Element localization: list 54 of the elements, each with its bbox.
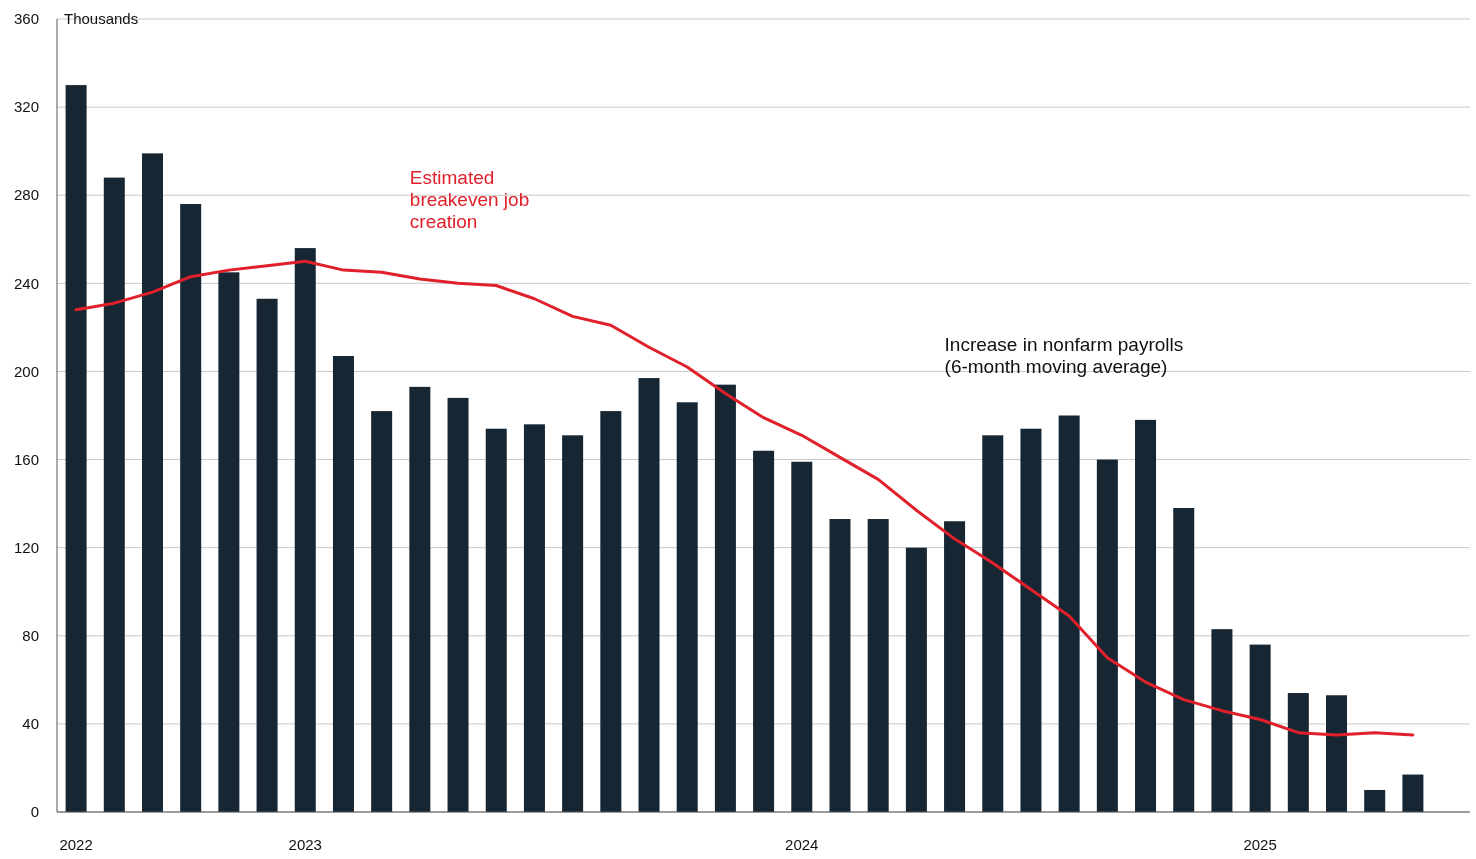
bar <box>294 248 316 812</box>
bar <box>523 424 545 812</box>
x-tick-label: 2022 <box>59 836 93 853</box>
x-tick-label: 2023 <box>288 836 322 853</box>
bar <box>944 521 966 812</box>
bar <box>65 85 87 812</box>
text: Estimated breakeven job creation <box>409 166 530 232</box>
y-tick-label: 360 <box>13 10 39 28</box>
x-tick-label: 2024 <box>785 836 819 853</box>
bar <box>256 298 278 812</box>
x-tick-label: 2025 <box>1243 836 1277 853</box>
bar <box>1135 419 1157 812</box>
bar <box>180 204 202 812</box>
y-tick-label: 0 <box>30 803 39 821</box>
bar <box>485 428 507 812</box>
y-tick-label: 320 <box>13 98 39 116</box>
bar <box>753 450 775 812</box>
y-tick-label: 200 <box>13 362 39 380</box>
bar <box>1402 774 1424 812</box>
bar <box>141 153 163 812</box>
bar <box>409 386 431 812</box>
bar <box>1058 415 1080 812</box>
bar <box>791 461 813 812</box>
bar <box>905 547 927 812</box>
y-tick-label: 160 <box>13 450 39 468</box>
y-axis-title: Thousands <box>64 10 139 28</box>
bar <box>867 519 889 812</box>
bar <box>638 378 660 812</box>
text: Increase in nonfarm payrolls (6-month moving average) <box>944 334 1184 378</box>
y-tick-label: 280 <box>13 186 39 204</box>
bar <box>714 384 736 812</box>
bar <box>371 411 393 812</box>
bar <box>1020 428 1042 812</box>
bar <box>218 272 240 812</box>
bar <box>829 519 851 812</box>
y-tick-label: 240 <box>13 274 39 292</box>
bar <box>1364 789 1386 812</box>
bar <box>562 435 584 812</box>
bar <box>1287 693 1309 812</box>
bar <box>1326 695 1348 812</box>
bar <box>1211 629 1233 812</box>
bar <box>600 411 622 812</box>
bar <box>676 402 698 812</box>
bar <box>1096 459 1118 812</box>
bar <box>103 177 125 812</box>
bar <box>332 356 354 812</box>
y-tick-label: 120 <box>13 538 39 556</box>
y-tick-label: 80 <box>22 627 39 645</box>
bar <box>1173 508 1195 812</box>
line-series <box>74 259 1415 737</box>
bar <box>1249 644 1271 812</box>
bar <box>447 397 469 812</box>
y-tick-label: 40 <box>22 715 39 733</box>
bar <box>982 435 1004 812</box>
